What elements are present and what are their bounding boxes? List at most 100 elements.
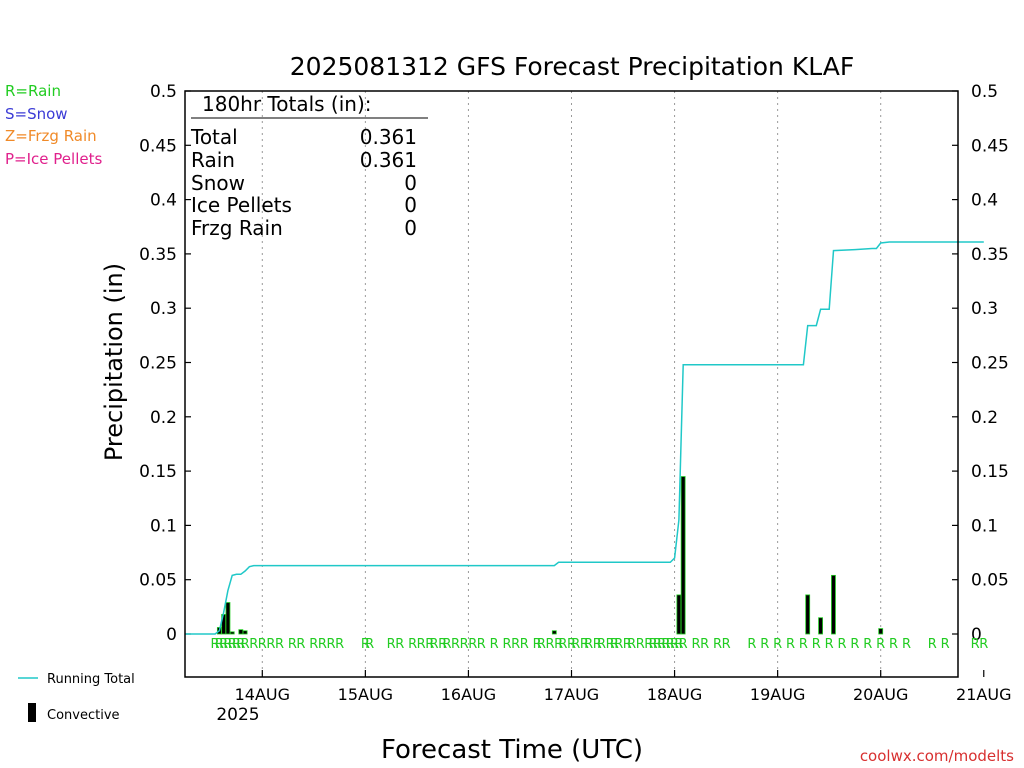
ptype-marker-45: R	[593, 637, 602, 652]
y-axis-ticks: 0 00.05 0.050.1 0.10.15 0.150.2 0.20.25 0.250.…	[139, 82, 1009, 645]
ptype-marker-7: R	[241, 637, 250, 652]
y-tick-label-left-3: 0.15	[139, 462, 177, 482]
ptype-marker-34: R	[511, 637, 520, 652]
ptype-marker-66: R	[747, 637, 756, 652]
x-tick-label-5: 19AUG	[750, 685, 805, 704]
convective-bar-8	[680, 476, 686, 635]
ptype-marker-26: R	[438, 637, 447, 652]
ptype-marker-32: R	[490, 637, 499, 652]
ptype-marker-33: R	[503, 637, 512, 652]
ptype-marker-48: R	[610, 637, 619, 652]
totals-value-rain: 0.361	[360, 148, 417, 172]
ptype-marker-44: R	[584, 637, 593, 652]
ptype-marker-42: R	[571, 637, 580, 652]
y-tick-label-left-10: 0.5	[150, 82, 177, 102]
convective-bar-10	[818, 617, 823, 635]
y-tick-label-right-5: 0.25	[971, 354, 1009, 374]
ptype-marker-19: R	[365, 637, 374, 652]
convective-bar-2	[225, 602, 231, 635]
ptype-marker-1: R	[215, 637, 224, 652]
ptype-marker-22: R	[408, 637, 417, 652]
totals-label-total: Total	[190, 125, 238, 149]
legend-freezing-rain: Z=Frzg Rain	[5, 127, 97, 145]
ptype-marker-9: R	[258, 637, 267, 652]
y-tick-label-right-9: 0.45	[971, 136, 1009, 156]
ptype-marker-74: R	[850, 637, 859, 652]
ptype-marker-14: R	[309, 637, 318, 652]
ptype-marker-0: R	[211, 637, 220, 652]
year-label: 2025	[216, 705, 259, 725]
ptype-marker-8: R	[249, 637, 258, 652]
ptype-marker-41: R	[567, 637, 576, 652]
ptype-marker-61: R	[679, 637, 688, 652]
ptype-marker-59: R	[670, 637, 679, 652]
convective-bar-11	[831, 574, 836, 635]
convective-bar-4	[238, 629, 244, 635]
ptype-marker-31: R	[477, 637, 486, 652]
ptype-marker-13: R	[296, 637, 305, 652]
x-tick-label-3: 17AUG	[544, 685, 599, 704]
vertical-gridlines	[261, 91, 882, 677]
totals-box: 180hr Totals (in): Total 0.361 Rain 0.36…	[190, 92, 428, 240]
ptype-marker-51: R	[627, 637, 636, 652]
ptype-marker-36: R	[533, 637, 542, 652]
ptype-marker-80: R	[941, 637, 950, 652]
x-tick-label-6: 20AUG	[853, 685, 908, 704]
ptype-marker-4: R	[228, 637, 237, 652]
ptype-marker-28: R	[451, 637, 460, 652]
x-tick-label-7: 21AUG	[956, 685, 1011, 704]
totals-label-ice-pellets: Ice Pellets	[191, 193, 292, 217]
ptype-marker-57: R	[661, 637, 670, 652]
ptype-marker-16: R	[326, 637, 335, 652]
ptype-marker-23: R	[417, 637, 426, 652]
ptype-marker-39: R	[554, 637, 563, 652]
y-tick-label-left-4: 0.2	[150, 408, 177, 428]
source-credit: coolwx.com/modelts	[860, 747, 1014, 765]
x-tick-label-2: 16AUG	[441, 685, 496, 704]
ptype-marker-21: R	[395, 637, 404, 652]
ptype-marker-6: R	[236, 637, 245, 652]
ptype-marker-15: R	[318, 637, 327, 652]
ptype-marker-75: R	[863, 637, 872, 652]
y-tick-label-left-7: 0.35	[139, 245, 177, 265]
x-axis-ticks: 14AUG 15AUG 16AUG 17AUG 18AUG 19AUG 20AUG 21AUG	[235, 670, 1011, 704]
y-tick-label-left-9: 0.45	[139, 136, 177, 156]
y-tick-label-left-0: 0	[166, 625, 177, 645]
y-tick-label-right-4: 0.2	[971, 408, 998, 428]
ptype-marker-69: R	[786, 637, 795, 652]
totals-label-rain: Rain	[191, 148, 235, 172]
y-tick-label-right-1: 0.05	[971, 571, 1009, 591]
x-tick-label-0: 14AUG	[235, 685, 290, 704]
totals-value-snow: 0	[404, 171, 417, 195]
ptype-marker-55: R	[653, 637, 662, 652]
ptype-marker-49: R	[614, 637, 623, 652]
ptype-marker-73: R	[838, 637, 847, 652]
y-tick-label-left-2: 0.1	[150, 516, 177, 536]
x-axis-label: Forecast Time (UTC)	[381, 735, 643, 765]
x-tick-label-4: 18AUG	[647, 685, 702, 704]
ptype-marker-37: R	[537, 637, 546, 652]
chart-title: 2025081312 GFS Forecast Precipitation KL…	[290, 52, 854, 81]
ptype-marker-20: R	[387, 637, 396, 652]
ptype-marker-64: R	[713, 637, 722, 652]
ptype-marker-38: R	[546, 637, 555, 652]
ptype-marker-71: R	[812, 637, 821, 652]
ptype-marker-46: R	[597, 637, 606, 652]
ptype-marker-2: R	[219, 637, 228, 652]
ptype-marker-54: R	[649, 637, 658, 652]
ptype-marker-5: R	[232, 637, 241, 652]
series-legend: Running Total Convective	[18, 672, 135, 723]
ptype-marker-63: R	[700, 637, 709, 652]
ptype-marker-18: R	[361, 637, 370, 652]
ptype-marker-10: R	[266, 637, 275, 652]
ptype-marker-77: R	[889, 637, 898, 652]
ptype-marker-29: R	[460, 637, 469, 652]
ptype-marker-56: R	[657, 637, 666, 652]
ptype-marker-50: R	[623, 637, 632, 652]
ptype-marker-25: R	[430, 637, 439, 652]
ptype-marker-68: R	[773, 637, 782, 652]
legend-snow: S=Snow	[5, 105, 68, 123]
y-tick-label-right-0: 0	[971, 625, 982, 645]
y-tick-label-right-8: 0.4	[971, 191, 998, 211]
convective-bar-3	[229, 631, 235, 635]
